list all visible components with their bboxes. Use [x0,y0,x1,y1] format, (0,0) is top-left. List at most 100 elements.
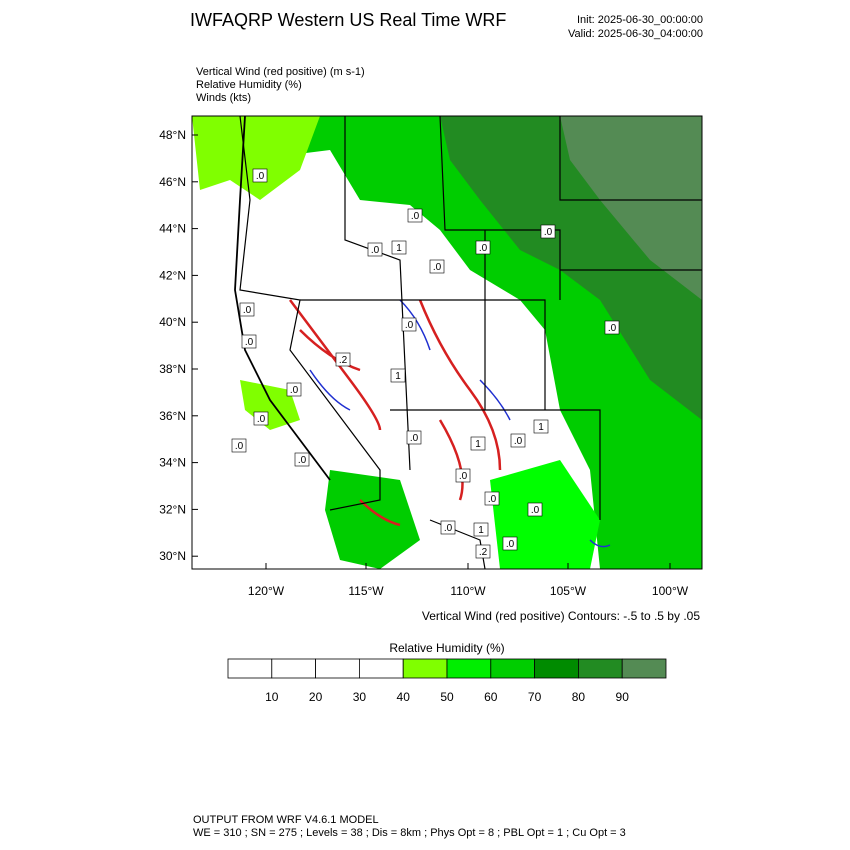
contour-label-box [455,468,471,483]
contour-label: .0 [243,305,252,316]
lat-label: 32°N [159,502,186,516]
colorbar-label: 40 [397,690,411,704]
colorbar-title: Relative Humidity (%) [389,641,504,655]
lat-label: 42°N [159,268,186,282]
contour-label-box [231,438,247,453]
humid-area [490,460,600,569]
contour-label-box [510,433,526,448]
lon-label: 105°W [550,584,587,598]
field-label: Relative Humidity (%) [196,79,302,91]
valid-time: Valid: 2025-06-30_04:00:00 [568,28,703,40]
contour-label-box [406,430,422,445]
contour-label: .0 [444,523,453,534]
humid-area [560,116,702,300]
lat-label: 44°N [159,222,186,236]
contour-label-box [440,520,456,535]
contour-label: .0 [433,262,442,273]
title: IWFAQRP Western US Real Time WRF [190,10,506,30]
contour-label-box [527,502,543,517]
contour-label: .2 [479,547,488,558]
lon-label: 100°W [652,584,689,598]
contour-label: .0 [531,505,540,516]
contour-label: .0 [506,539,515,550]
lon-label: 110°W [450,584,486,598]
colorbar-label: 20 [309,690,323,704]
colorbar-box [534,658,579,679]
colorbar-box [402,658,448,679]
contour-label: 1 [475,439,481,450]
contour-label-box [286,382,302,397]
contour-label-box [475,544,491,559]
contour-label: 1 [395,371,401,382]
lat-label: 38°N [159,362,186,376]
vertical-wind-contour [309,299,611,548]
footer-line: WE = 310 ; SN = 275 ; Levels = 38 ; Dis … [193,827,626,839]
colorbar-label: 50 [440,690,454,704]
init-time: Init: 2025-06-30_00:00:00 [577,14,703,26]
map [191,115,703,570]
contour-label: 1 [478,525,484,536]
contour-label: .0 [544,227,553,238]
colorbar-label: 70 [528,690,542,704]
map-frame [191,115,703,570]
contour-label-box [252,168,268,183]
lat-label: 40°N [159,315,186,329]
contour-label: 1 [538,422,544,433]
contour-note: Vertical Wind (red positive) Contours: -… [422,609,700,623]
contour-label-box [429,259,445,274]
contour-label-box [540,224,556,239]
contour-label-box [294,452,310,467]
contour-label-box [390,368,406,383]
contour-label-box [241,334,257,349]
lat-label: 48°N [159,128,186,142]
colorbar: 10 20 30 40 50 60 70 80 90 [227,658,667,704]
colorbar-label: 10 [265,690,279,704]
contour-label: .0 [488,494,497,505]
vertical-wind-contour [288,299,502,527]
colorbar-label: 90 [616,690,630,704]
coastline [234,116,331,481]
contour-label-box [502,536,518,551]
humid-area [325,470,420,569]
contour-label-box [470,436,486,451]
contour-label: .0 [290,385,299,396]
contour-label: .0 [608,323,617,334]
contour-label: .0 [410,433,419,444]
contour-label: .0 [371,245,380,256]
colorbar-box [578,658,623,679]
contour-label: .0 [257,414,266,425]
lat-label: 30°N [159,549,186,563]
colorbar-label: 60 [484,690,498,704]
contour-label: .0 [245,337,254,348]
contour-label-box [407,208,423,223]
lon-label: 120°W [248,584,285,598]
humid-area [192,116,320,200]
contour-label-box [401,317,417,332]
lat-label: 36°N [159,409,186,423]
colorbar-box [358,658,404,679]
map-labels: 48°N 46°N 44°N 42°N 40°N 38°N 36°N 34°N 32°N 30°N… [159,128,689,598]
contour-label-box [367,242,383,257]
contour-label-box [239,302,255,317]
colorbar-box [446,658,492,679]
colorbar-box [271,658,316,679]
colorbar-box [227,658,273,679]
contour-label-box [473,522,489,537]
lat-label: 46°N [159,175,186,189]
contour-label: .0 [298,455,307,466]
contour-label: .0 [256,171,265,182]
contour-label-box [335,352,351,367]
contour-label: 1 [396,243,402,254]
lon-label: 115°W [348,584,384,598]
field-label: Winds (kts) [196,92,251,104]
contour-label-box [533,419,549,434]
footer-line: OUTPUT FROM WRF V4.6.1 MODEL [193,814,379,826]
contour-label-box [484,491,500,506]
contour-label: .0 [514,436,523,447]
contour-label: .2 [339,355,348,366]
contour-label-box [475,240,491,255]
colorbar-box [490,658,535,679]
colorbar-box [315,658,360,679]
